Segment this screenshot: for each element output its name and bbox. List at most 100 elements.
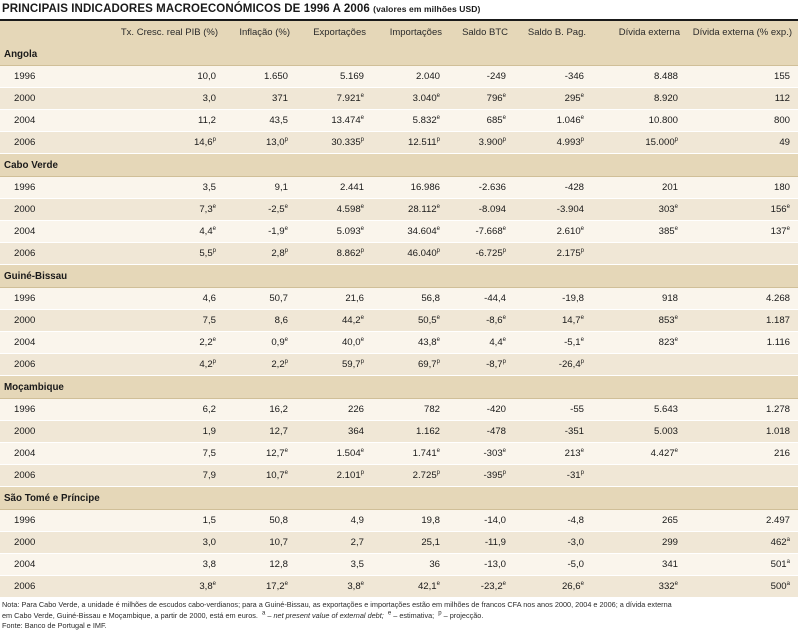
table-row: 2006 14,6p 13,0p 30.335p 12.511p 3.900p 4.993p… xyxy=(0,131,798,154)
cell-value: 2006 xyxy=(14,470,36,481)
table-row: 1996 6,2 16,2 226 782 -420 -55 5.643 1.278 xyxy=(0,398,798,421)
value-cell: -4,8 xyxy=(514,509,592,532)
value-cell: 6,2 xyxy=(100,398,224,421)
cell-value: 4,6 xyxy=(202,293,216,304)
footnote-marker: e xyxy=(674,314,678,321)
cell-value: 56,8 xyxy=(421,293,440,304)
cell-value: 12,7 xyxy=(269,426,288,437)
cell-value: 30.335 xyxy=(331,137,361,148)
cell-value: 1996 xyxy=(14,71,36,82)
footnote-marker: e xyxy=(284,447,288,454)
cell-value: 2004 xyxy=(14,337,36,348)
value-cell: 10.800 xyxy=(592,109,686,132)
value-cell: 30.335p xyxy=(296,131,372,154)
cell-value: 21,6 xyxy=(345,293,364,304)
value-cell: 50,5e xyxy=(372,309,448,332)
value-cell: 5,5p xyxy=(100,242,224,265)
year-cell: 2006 xyxy=(0,464,100,487)
year-cell: 2004 xyxy=(0,220,100,243)
footnote-marker: e xyxy=(674,580,678,587)
cell-value: 1.504 xyxy=(336,448,361,459)
header-cell: Saldo BTC xyxy=(448,21,514,43)
footnote-marker: e xyxy=(360,580,364,587)
footnote-marker: p xyxy=(360,247,364,254)
footnote-marker: e xyxy=(580,447,584,454)
value-cell: 5.003 xyxy=(592,420,686,443)
value-cell: 364 xyxy=(296,420,372,443)
value-cell: 50,7 xyxy=(224,287,296,310)
cell-value: -19,8 xyxy=(562,293,584,304)
table-body: Angola 1996 10,0 1.650 5.169 2.040 -249 -346 8.4… xyxy=(0,43,798,598)
value-cell: 2.101p xyxy=(296,464,372,487)
footnote-marker: p xyxy=(284,358,288,365)
year-cell: 2004 xyxy=(0,109,100,132)
footnote-marker: p xyxy=(436,136,440,143)
cell-value: 1.018 xyxy=(765,426,790,437)
value-cell: 5.832e xyxy=(372,109,448,132)
value-cell: 2.497 xyxy=(686,509,798,532)
value-cell: 4,4e xyxy=(100,220,224,243)
cell-value: -3,0 xyxy=(567,537,584,548)
cell-value: 1.116 xyxy=(766,337,790,348)
cell-value: -55 xyxy=(570,404,584,415)
cell-value: 2000 xyxy=(14,93,36,104)
value-cell: 10,7e xyxy=(224,464,296,487)
year-cell: 2000 xyxy=(0,309,100,332)
cell-value: 2006 xyxy=(14,581,36,592)
table-row: 1996 10,0 1.650 5.169 2.040 -249 -346 8.488 155 xyxy=(0,65,798,88)
cell-value: 385 xyxy=(658,226,675,237)
table-row: 2000 7,5 8,6 44,2e 50,5e -8,6e 14,7e 853e 1.187 xyxy=(0,309,798,332)
footnote-marker: p xyxy=(284,136,288,143)
value-cell: -8,7p xyxy=(448,353,514,376)
table-row: 2004 11,2 43,5 13.474e 5.832e 685e 1.046e 10.80… xyxy=(0,109,798,132)
cell-value: -4,8 xyxy=(567,515,584,526)
value-cell: 501a xyxy=(686,553,798,576)
cell-value: 2000 xyxy=(14,426,36,437)
cell-value: 156 xyxy=(770,204,787,215)
value-cell: 8.862p xyxy=(296,242,372,265)
value-cell: 1.741e xyxy=(372,442,448,465)
table-row: 2000 7,3e -2,5e 4.598e 28.112e -8.094 -3.904 30… xyxy=(0,198,798,221)
cell-value: 295 xyxy=(564,93,581,104)
year-cell: 2006 xyxy=(0,575,100,598)
value-cell: 10,7 xyxy=(224,531,296,554)
cell-value: 40,0 xyxy=(341,337,361,348)
table-row: 2000 3,0 371 7.921e 3.040e 796e 295e 8.920 112 xyxy=(0,87,798,110)
value-cell: 7.921e xyxy=(296,87,372,110)
cell-value: 299 xyxy=(661,537,678,548)
cell-value: 19,8 xyxy=(421,515,440,526)
cell-value: 1996 xyxy=(14,293,36,304)
value-cell: -5,1e xyxy=(514,331,592,354)
footnote-marker: e xyxy=(284,225,288,232)
value-cell: -31p xyxy=(514,464,592,487)
footnote-marker: p xyxy=(436,358,440,365)
cell-value: 9,1 xyxy=(274,182,288,193)
value-cell: 2,8p xyxy=(224,242,296,265)
value-cell: 1,9 xyxy=(100,420,224,443)
cell-value: 10,7 xyxy=(269,537,288,548)
cell-value: 341 xyxy=(661,559,678,570)
cell-value: 137 xyxy=(770,226,787,237)
value-cell: 7,5 xyxy=(100,442,224,465)
cell-value: 1,5 xyxy=(202,515,216,526)
value-cell: 341 xyxy=(592,553,686,576)
cell-value: 1.162 xyxy=(415,426,440,437)
cell-value: 2.441 xyxy=(339,182,364,193)
value-cell: -6.725p xyxy=(448,242,514,265)
footnote-marker: p xyxy=(580,247,584,254)
value-cell: 462a xyxy=(686,531,798,554)
cell-value: -5,1 xyxy=(564,337,581,348)
value-cell: 226 xyxy=(296,398,372,421)
value-cell: 36 xyxy=(372,553,448,576)
cell-value: 7,5 xyxy=(202,448,216,459)
value-cell: 265 xyxy=(592,509,686,532)
value-cell: 112 xyxy=(686,87,798,110)
value-cell: 40,0e xyxy=(296,331,372,354)
value-cell: 155 xyxy=(686,65,798,88)
group-name: Moçambique xyxy=(0,375,798,399)
cell-value: 16,2 xyxy=(269,404,288,415)
value-cell: 800 xyxy=(686,109,798,132)
value-cell: -351 xyxy=(514,420,592,443)
value-cell: 4,2p xyxy=(100,353,224,376)
cell-value: 5.093 xyxy=(336,226,361,237)
